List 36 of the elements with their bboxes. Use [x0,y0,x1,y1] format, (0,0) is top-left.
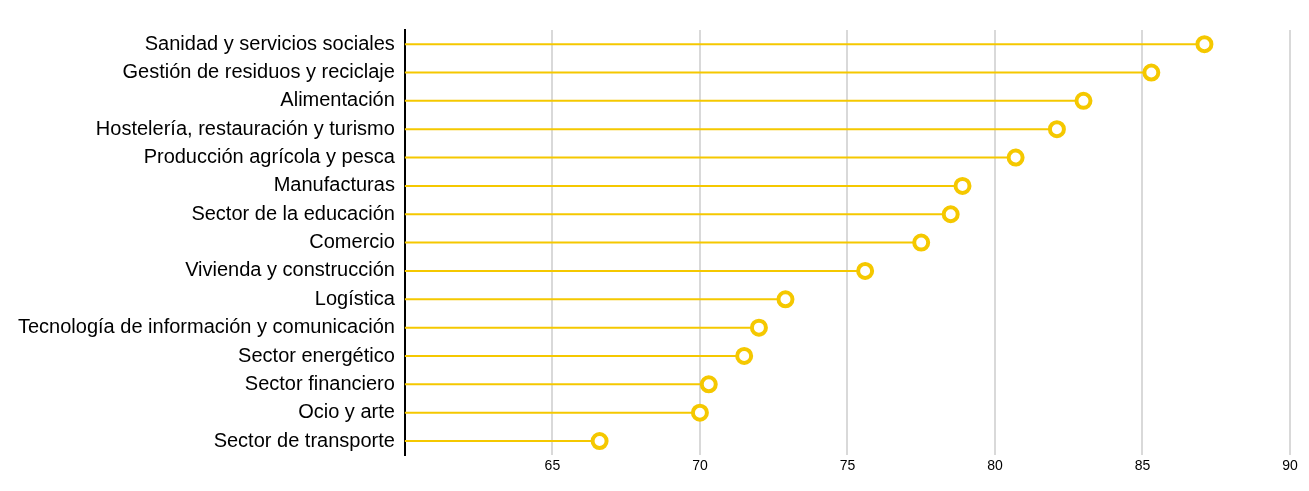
point [1047,120,1066,139]
point [941,205,960,224]
y-tick-label: Gestión de residuos y reciclaje [122,60,395,83]
y-tick-label: Sector financiero [244,371,395,394]
point [776,290,795,309]
point [1006,148,1025,167]
x-tick-label: 90 [1282,457,1298,474]
x-tick-label: 80 [987,457,1003,474]
point [1195,35,1214,54]
y-tick-label: Producción agrícola y pesca [143,145,396,168]
point [1142,63,1161,82]
y-tick-label: Alimentación [280,88,395,111]
point [699,375,718,394]
point [1074,91,1093,110]
point [735,346,754,365]
y-tick-label: Hostelería, restauración y turismo [95,116,395,139]
y-tick-label: Vivienda y construcción [185,258,395,281]
point [912,233,931,252]
y-tick-label: Sector energético [238,343,395,366]
point [690,403,709,422]
y-tick-label: Sector de transporte [213,428,395,451]
y-tick-label: Tecnología de información y comunicación [18,315,395,338]
y-tick-label: Sanidad y servicios sociales [144,31,395,54]
point [856,261,875,280]
point [953,176,972,195]
point [590,432,609,451]
x-tick-label: 70 [692,457,708,474]
y-tick-label: Comercio [309,230,395,253]
point [749,318,768,337]
y-tick-label: Ocio y arte [298,400,395,423]
y-tick-label: Manufacturas [273,173,395,196]
x-tick-label: 85 [1134,457,1151,474]
y-tick-label: Sector de la educación [191,201,395,224]
y-tick-label: Logística [314,286,396,309]
x-tick-label: 65 [544,457,561,474]
x-tick-label: 75 [839,457,856,474]
